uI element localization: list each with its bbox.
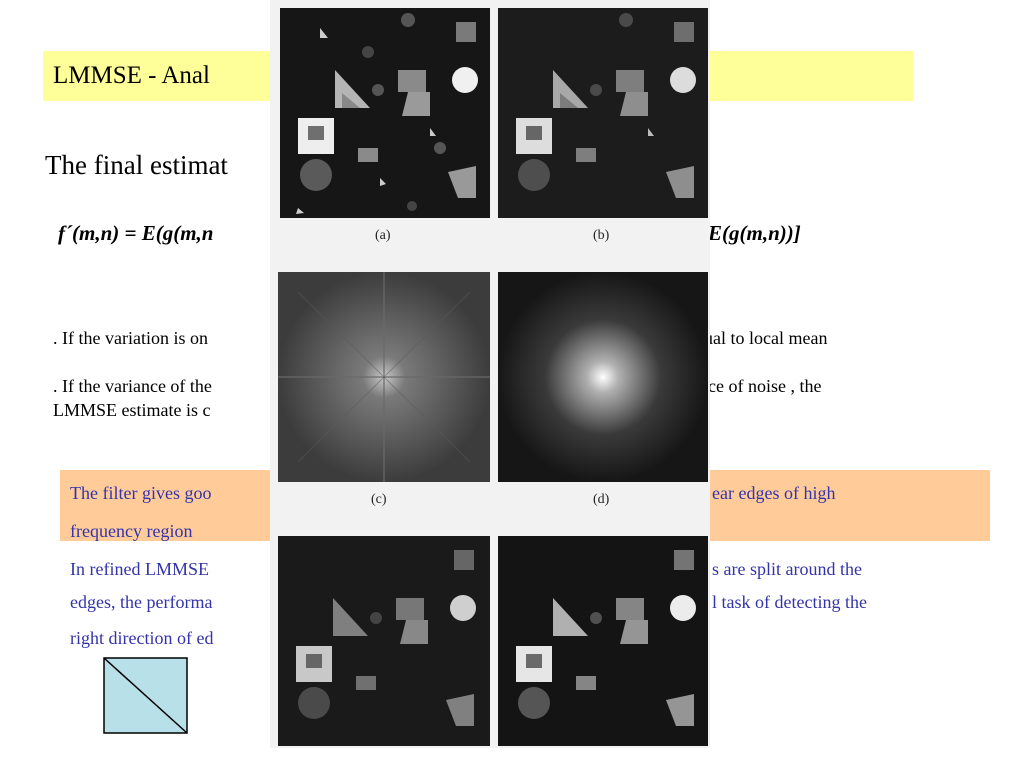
- bullet-2-left: . If the variance of the: [53, 376, 212, 396]
- slide-subtitle: The final estimat: [45, 150, 228, 180]
- slide-title: LMMSE - Anal: [53, 62, 210, 89]
- bullet-2-line-2: LMMSE estimate is c: [53, 400, 211, 420]
- bullet-1-right: qual to local mean: [695, 328, 828, 348]
- note-1-line-2: frequency region: [70, 521, 193, 541]
- bullet-2-right: ce of noise , the: [708, 376, 822, 396]
- diagonal-split-box: [103, 657, 188, 734]
- caption-a: (a): [375, 228, 391, 243]
- image-e: [278, 536, 490, 746]
- figure-panel: (a) (b): [270, 0, 710, 748]
- image-d: [498, 272, 708, 482]
- formula-right: E(g(m,n))]: [708, 221, 801, 245]
- image-a: [280, 8, 490, 218]
- formula-left: f´(m,n) = E(g(m,n: [58, 221, 214, 245]
- caption-d: (d): [593, 492, 610, 507]
- image-b: [498, 8, 708, 218]
- image-c: [278, 272, 490, 482]
- note-4-left: right direction of ed: [70, 628, 214, 648]
- note-1-left: The filter gives goo: [70, 483, 212, 503]
- bullet-1-left: . If the variation is on: [53, 328, 208, 348]
- note-3-right: l task of detecting the: [712, 592, 867, 612]
- note-1-right: ear edges of high: [712, 483, 836, 503]
- note-3-left: edges, the performa: [70, 592, 213, 612]
- caption-c: (c): [371, 492, 387, 507]
- image-f: [498, 536, 708, 746]
- caption-b: (b): [593, 228, 610, 243]
- note-2-right: s are split around the: [712, 559, 862, 579]
- note-2-left: In refined LMMSE: [70, 559, 209, 579]
